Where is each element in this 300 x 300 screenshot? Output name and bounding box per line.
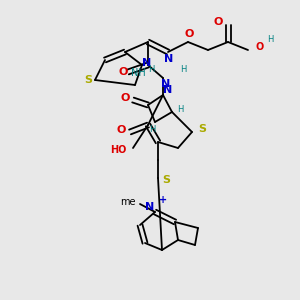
- Text: H: H: [149, 125, 155, 134]
- Text: O: O: [120, 93, 130, 103]
- Text: HO: HO: [110, 145, 126, 155]
- Text: O: O: [184, 29, 194, 39]
- Text: O: O: [213, 17, 223, 27]
- Text: N: N: [161, 79, 171, 89]
- Text: me: me: [120, 197, 136, 207]
- Text: N: N: [146, 202, 154, 212]
- Text: N: N: [164, 85, 172, 95]
- Text: H: H: [267, 35, 273, 44]
- Text: S: S: [198, 124, 206, 134]
- Text: O: O: [118, 67, 128, 77]
- Text: S: S: [84, 75, 92, 85]
- Text: S: S: [162, 175, 170, 185]
- Text: H: H: [177, 104, 183, 113]
- Text: O: O: [116, 125, 126, 135]
- Text: H: H: [180, 65, 186, 74]
- Text: N: N: [164, 54, 174, 64]
- Text: H: H: [148, 64, 154, 74]
- Text: N: N: [142, 58, 152, 68]
- Text: O: O: [256, 42, 264, 52]
- Text: NH: NH: [130, 68, 146, 78]
- Text: +: +: [159, 195, 167, 205]
